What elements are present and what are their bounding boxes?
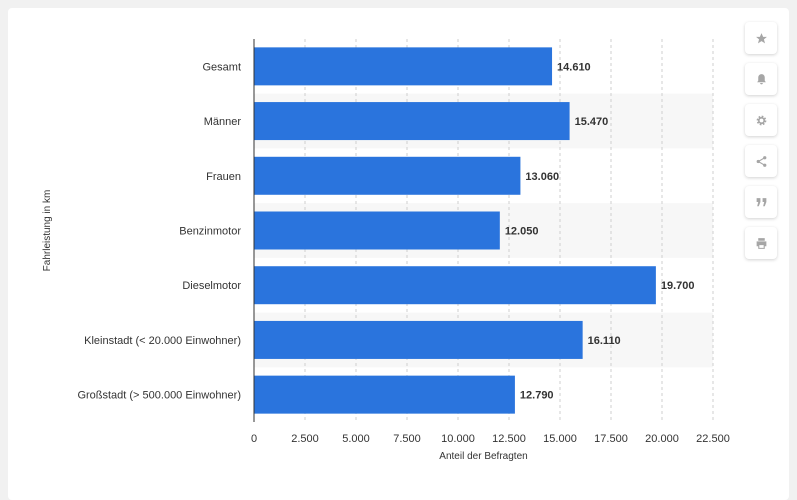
chart-toolbar xyxy=(745,22,777,259)
bar[interactable] xyxy=(254,211,500,250)
x-tick-labels: 0 2.500 5.000 7.500 10.000 12.500 15.000 17.500… xyxy=(251,433,730,445)
quote-icon xyxy=(756,197,766,206)
x-tick-label: 7.500 xyxy=(393,433,421,445)
data-label: 16.110 xyxy=(588,335,621,347)
category-labels: Gesamt Männer Frauen Benzinmotor Dieselmotor… xyxy=(77,61,241,401)
print-button[interactable] xyxy=(745,227,777,259)
bar[interactable] xyxy=(254,375,515,414)
y-axis-title: Fahrleistung in km xyxy=(42,190,53,272)
data-label: 14.610 xyxy=(557,61,591,73)
settings-button[interactable] xyxy=(745,104,777,136)
bar[interactable] xyxy=(254,156,521,195)
bar[interactable] xyxy=(254,320,583,359)
x-tick-label: 15.000 xyxy=(543,433,577,445)
x-tick-label: 5.000 xyxy=(342,433,370,445)
bars xyxy=(254,47,656,414)
bar[interactable] xyxy=(254,102,570,141)
data-label: 15.470 xyxy=(575,116,609,128)
x-tick-label: 22.500 xyxy=(696,433,730,445)
category-label: Großstadt (> 500.000 Einwohner) xyxy=(77,390,241,402)
x-tick-label: 12.500 xyxy=(492,433,526,445)
x-tick-label: 17.500 xyxy=(594,433,628,445)
share-button[interactable] xyxy=(745,145,777,177)
data-label: 19.700 xyxy=(661,280,695,292)
x-tick-label: 20.000 xyxy=(645,433,679,445)
star-icon xyxy=(755,32,767,43)
bar[interactable] xyxy=(254,266,656,305)
data-label: 12.050 xyxy=(505,226,539,238)
category-label: Frauen xyxy=(206,171,241,183)
x-tick-label: 2.500 xyxy=(291,433,319,445)
category-label: Dieselmotor xyxy=(182,280,241,292)
cite-button[interactable] xyxy=(745,186,777,218)
category-label: Männer xyxy=(204,116,242,128)
notification-button[interactable] xyxy=(745,63,777,95)
print-icon xyxy=(756,237,766,249)
data-label: 13.060 xyxy=(525,171,559,183)
x-axis-title: Anteil der Befragten xyxy=(439,451,527,462)
favorite-button[interactable] xyxy=(745,22,777,54)
bell-icon xyxy=(756,73,766,84)
gear-icon xyxy=(756,115,766,125)
bar[interactable] xyxy=(254,47,553,86)
category-label: Benzinmotor xyxy=(179,226,241,238)
x-tick-label: 0 xyxy=(251,433,257,445)
x-tick-label: 10.000 xyxy=(441,433,475,445)
category-label: Gesamt xyxy=(202,61,241,73)
category-label: Kleinstadt (< 20.000 Einwohner) xyxy=(84,335,241,347)
share-icon xyxy=(756,155,766,167)
data-label: 12.790 xyxy=(520,390,554,402)
data-labels: 14.610 15.470 13.060 12.050 19.700 16.110 12.7… xyxy=(505,61,695,401)
